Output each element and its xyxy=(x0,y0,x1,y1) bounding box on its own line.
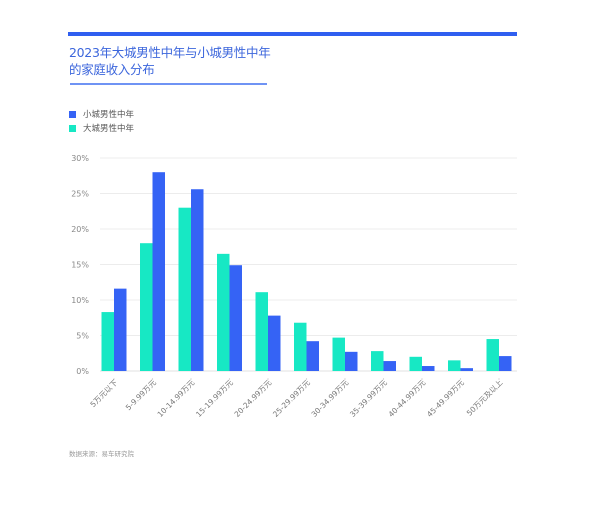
bar-small-city xyxy=(152,172,165,371)
x-tick-label: 10-14.99万元 xyxy=(156,378,197,419)
legend: 小城男性中年 大城男性中年 xyxy=(69,108,134,136)
x-tick-label: 40-44.99万元 xyxy=(387,378,428,419)
bar-big-city xyxy=(178,207,191,371)
x-tick-mark xyxy=(305,378,308,380)
x-tick-label: 25-29.99万元 xyxy=(271,378,312,419)
bar-big-city xyxy=(101,312,114,371)
x-axis-ticks: 5万元以下 5-9.99万元10-14.99万元15-19.99万元20-24.9… xyxy=(88,378,504,419)
x-tick-label: 20-24.99万元 xyxy=(233,378,274,419)
y-tick-label: 0% xyxy=(76,367,89,376)
x-tick-mark xyxy=(151,378,154,380)
x-tick-label: 45-49.99万元 xyxy=(425,378,466,419)
data-source-note: 数据来源：易车研究院 xyxy=(69,450,134,458)
x-tick-label: 35-39.99万元 xyxy=(348,378,389,419)
y-tick-label: 30% xyxy=(71,154,89,163)
y-tick-label: 20% xyxy=(71,225,89,234)
legend-swatch-big-city xyxy=(69,124,76,132)
legend-label-small-city: 小城男性中年 xyxy=(83,110,135,120)
gridlines xyxy=(100,157,517,372)
bar-small-city xyxy=(345,351,358,371)
x-tick-label: 30-34.99万元 xyxy=(310,378,351,419)
bar-big-city xyxy=(486,339,499,371)
legend-swatch-small-city xyxy=(69,110,76,118)
bar-big-city xyxy=(255,292,268,371)
y-tick-label: 15% xyxy=(71,261,89,270)
bar-small-city xyxy=(114,288,127,371)
bar-small-city xyxy=(306,341,319,371)
x-tick-label: 50万元及以上 xyxy=(465,378,505,418)
title-underline xyxy=(70,83,267,85)
y-tick-label: 10% xyxy=(71,296,89,305)
y-axis-ticks: 0% 5% 10% 15% 20% 25% 30% xyxy=(71,154,89,376)
bar-big-city xyxy=(332,337,345,371)
bars xyxy=(101,172,512,371)
top-accent-bar xyxy=(68,32,517,36)
bar-big-city xyxy=(140,243,153,371)
y-tick-label: 25% xyxy=(71,190,89,199)
x-tick-mark xyxy=(382,378,385,380)
bar-small-city xyxy=(229,265,242,371)
x-tick-mark xyxy=(190,378,192,380)
chart-title: 2023年大城男性中年与小城男性中年 的家庭收入分布 xyxy=(69,44,329,78)
y-tick-label: 5% xyxy=(76,332,89,341)
bar-big-city xyxy=(371,351,384,371)
x-tick-mark xyxy=(113,378,115,380)
bar-small-city xyxy=(191,189,204,371)
bar-big-city xyxy=(217,253,230,371)
bar-small-city xyxy=(460,368,473,371)
bar-small-city xyxy=(383,361,396,371)
x-tick-mark xyxy=(498,378,500,380)
bar-small-city xyxy=(268,315,281,371)
x-tick-mark xyxy=(228,378,231,380)
x-tick-mark xyxy=(459,378,462,380)
chart-title-line-1: 2023年大城男性中年与小城男性中年 xyxy=(69,45,271,60)
bar-big-city xyxy=(448,360,461,371)
bar-big-city xyxy=(409,356,422,371)
bar-big-city xyxy=(294,322,307,371)
x-tick-mark xyxy=(267,378,269,380)
bar-small-city xyxy=(422,366,435,371)
chart-title-line-2: 的家庭收入分布 xyxy=(69,62,155,77)
x-tick-mark xyxy=(344,378,346,380)
bar-small-city xyxy=(499,356,512,371)
x-tick-label: 5-9.99万元 xyxy=(124,378,158,412)
legend-item-small-city: 小城男性中年 xyxy=(69,108,134,120)
x-tick-label: 5万元以下 xyxy=(88,378,119,409)
legend-label-big-city: 大城男性中年 xyxy=(83,124,135,134)
x-tick-label: 15-19.99万元 xyxy=(194,378,235,419)
x-tick-mark xyxy=(421,378,423,380)
legend-item-big-city: 大城男性中年 xyxy=(69,122,134,134)
